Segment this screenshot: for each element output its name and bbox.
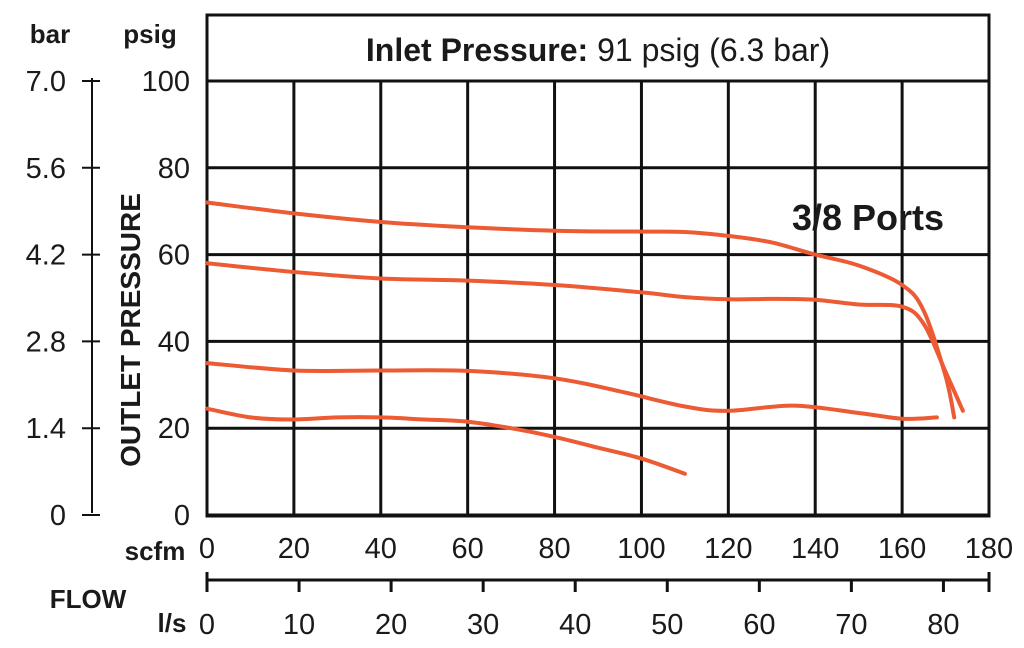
y-axis-label: OUTLET PRESSURE <box>115 193 146 467</box>
ls-axis: 0 10 20 30 40 50 60 70 80 <box>199 572 991 641</box>
bar-tick-label: 2.8 <box>26 326 66 358</box>
ls-tick-label: 0 <box>199 609 215 641</box>
series-line-4 <box>205 406 687 476</box>
scfm-tick-label: 100 <box>617 533 665 565</box>
scfm-axis: 0 20 40 60 80 100 120 140 160 180 <box>199 533 1013 565</box>
bar-tick-label: 7.0 <box>26 66 66 98</box>
psig-axis: 0 20 40 60 80 100 <box>142 66 190 532</box>
bar-tick-label: 0 <box>50 500 66 532</box>
scfm-tick-label: 140 <box>791 533 839 565</box>
ls-tick-label: 30 <box>467 609 499 641</box>
series-group <box>205 200 965 476</box>
chart-title: Inlet Pressure: 91 psig (6.3 bar) <box>366 32 830 68</box>
psig-tick-label: 40 <box>158 326 190 358</box>
scfm-tick-label: 60 <box>452 533 484 565</box>
bar-unit-label: bar <box>30 19 70 49</box>
scfm-tick-label: 20 <box>278 533 310 565</box>
bar-tick-label: 1.4 <box>26 413 66 445</box>
ls-unit-label: l/s <box>158 608 187 638</box>
port-size-annotation: 3/8 Ports <box>792 197 944 238</box>
grid <box>205 79 991 517</box>
bar-tick-label: 5.6 <box>26 153 66 185</box>
scfm-tick-label: 80 <box>538 533 570 565</box>
scfm-tick-label: 160 <box>878 533 926 565</box>
series-line-2 <box>205 261 965 413</box>
ls-tick-label: 50 <box>651 609 683 641</box>
scfm-tick-label: 0 <box>199 533 215 565</box>
bar-axis: 0 1.4 2.8 4.2 5.6 7.0 <box>26 66 100 532</box>
series-line-1 <box>205 200 957 420</box>
scfm-tick-label: 40 <box>365 533 397 565</box>
psig-tick-label: 80 <box>158 153 190 185</box>
psig-tick-label: 0 <box>174 500 190 532</box>
psig-unit-label: psig <box>123 19 176 49</box>
psig-tick-label: 20 <box>158 413 190 445</box>
x-axis-label: FLOW <box>50 584 127 614</box>
ls-tick-label: 40 <box>559 609 591 641</box>
scfm-tick-label: 120 <box>704 533 752 565</box>
series-line-3 <box>205 361 939 421</box>
ls-tick-label: 70 <box>835 609 867 641</box>
ls-tick-label: 80 <box>927 609 959 641</box>
plot-frame <box>205 13 991 518</box>
bar-tick-label: 4.2 <box>26 240 66 272</box>
psig-tick-label: 60 <box>158 240 190 272</box>
ls-tick-label: 60 <box>743 609 775 641</box>
ls-tick-label: 10 <box>283 609 315 641</box>
scfm-unit-label: scfm <box>125 536 186 566</box>
psig-tick-label: 100 <box>142 66 190 98</box>
ls-tick-label: 20 <box>375 609 407 641</box>
scfm-tick-label: 180 <box>965 533 1013 565</box>
